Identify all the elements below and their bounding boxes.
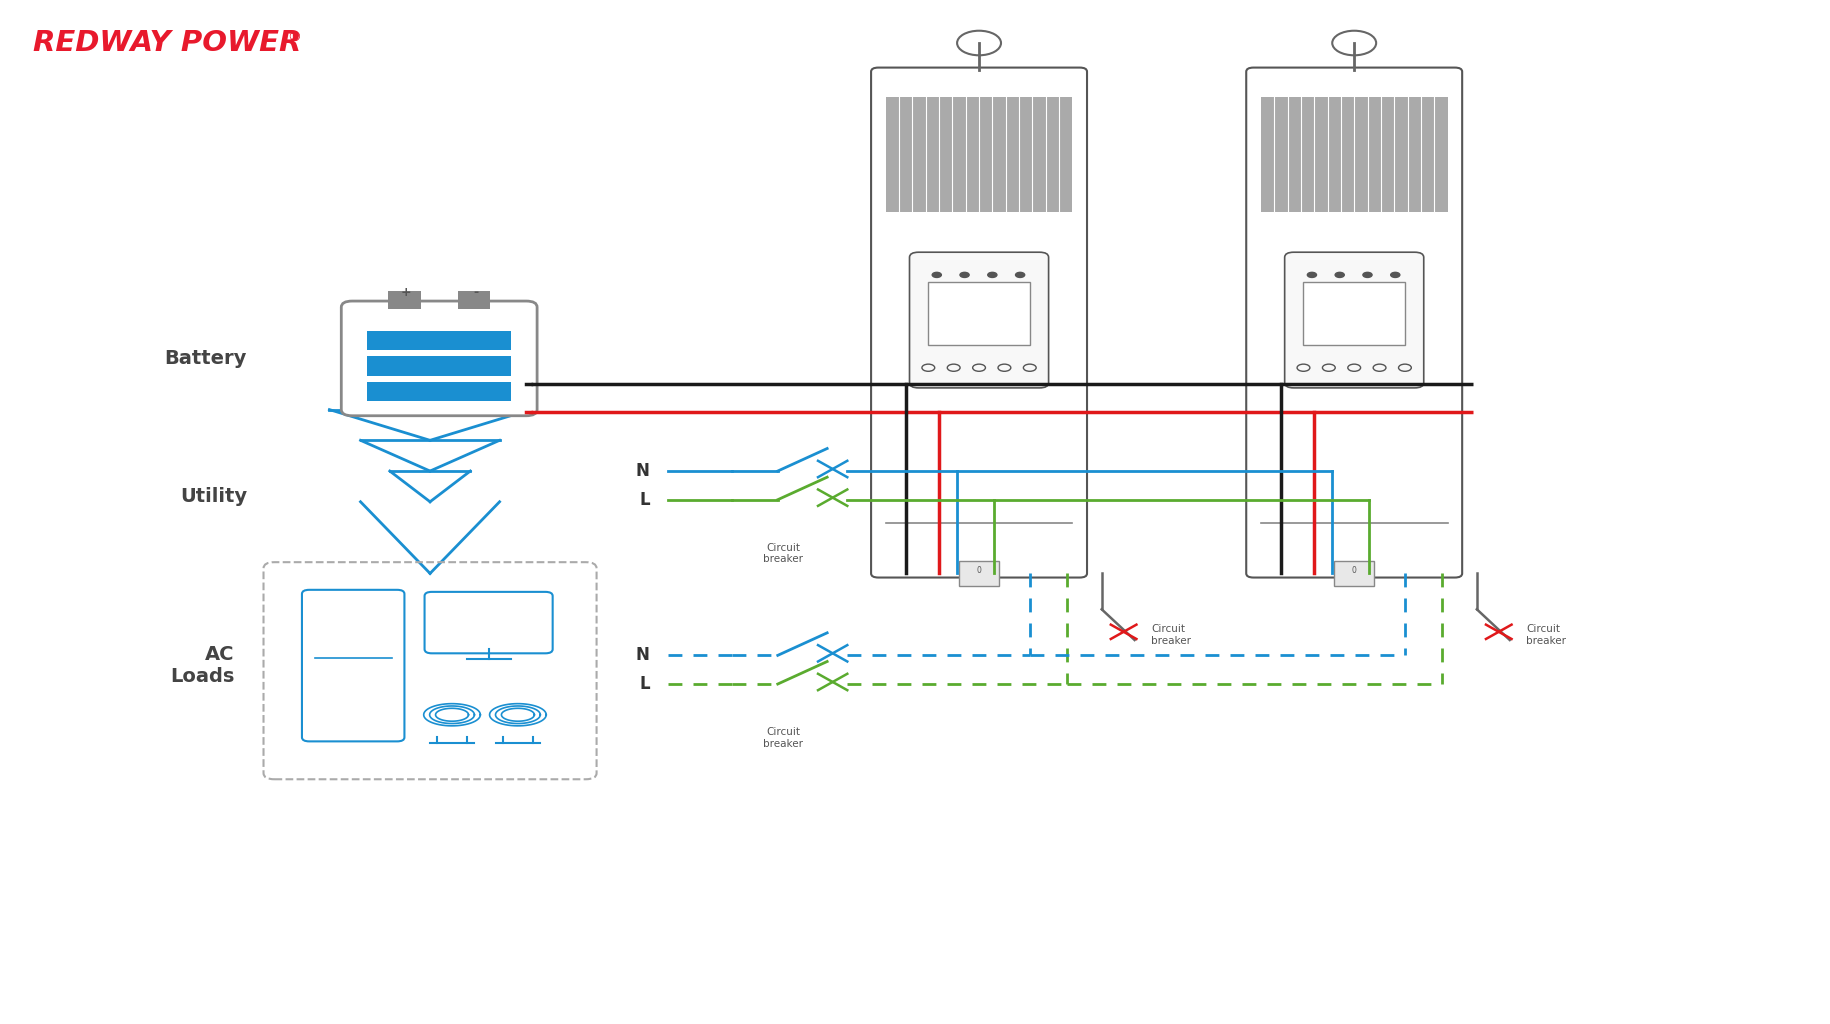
FancyBboxPatch shape <box>910 252 1049 388</box>
Circle shape <box>1363 272 1372 278</box>
Text: L: L <box>639 490 650 509</box>
FancyBboxPatch shape <box>1285 252 1424 388</box>
Circle shape <box>961 272 970 278</box>
Circle shape <box>1336 272 1345 278</box>
Circle shape <box>1391 272 1400 278</box>
Bar <box>366 382 512 401</box>
Circle shape <box>931 272 941 278</box>
Bar <box>886 96 1072 212</box>
Circle shape <box>1307 272 1316 278</box>
Text: Circuit
breaker: Circuit breaker <box>1151 624 1191 646</box>
Text: Utility: Utility <box>179 487 247 506</box>
FancyBboxPatch shape <box>1246 68 1462 578</box>
Bar <box>366 356 512 376</box>
Text: 0: 0 <box>977 566 981 574</box>
Text: L: L <box>639 675 650 693</box>
Circle shape <box>988 272 997 278</box>
Text: Circuit
breaker: Circuit breaker <box>763 543 803 564</box>
Text: Circuit
breaker: Circuit breaker <box>1526 624 1566 646</box>
Bar <box>366 331 512 350</box>
Bar <box>1261 96 1448 212</box>
Bar <box>1303 283 1405 345</box>
Text: REDWAY POWER: REDWAY POWER <box>33 29 302 57</box>
Text: N: N <box>635 462 650 480</box>
Text: Battery: Battery <box>165 349 247 368</box>
FancyBboxPatch shape <box>871 68 1087 578</box>
Bar <box>928 283 1030 345</box>
Text: ®: ® <box>287 31 302 45</box>
Bar <box>1334 561 1374 586</box>
Text: +: + <box>401 287 412 299</box>
FancyBboxPatch shape <box>302 590 404 741</box>
FancyBboxPatch shape <box>425 592 553 653</box>
Text: -: - <box>474 287 478 299</box>
Bar <box>458 291 490 309</box>
Text: Circuit
breaker: Circuit breaker <box>763 727 803 749</box>
FancyBboxPatch shape <box>340 301 538 416</box>
Bar <box>388 291 421 309</box>
Bar <box>959 561 999 586</box>
Text: 0: 0 <box>1352 566 1356 574</box>
Circle shape <box>1016 272 1025 278</box>
Text: N: N <box>635 646 650 665</box>
Text: AC
Loads: AC Loads <box>170 645 234 686</box>
